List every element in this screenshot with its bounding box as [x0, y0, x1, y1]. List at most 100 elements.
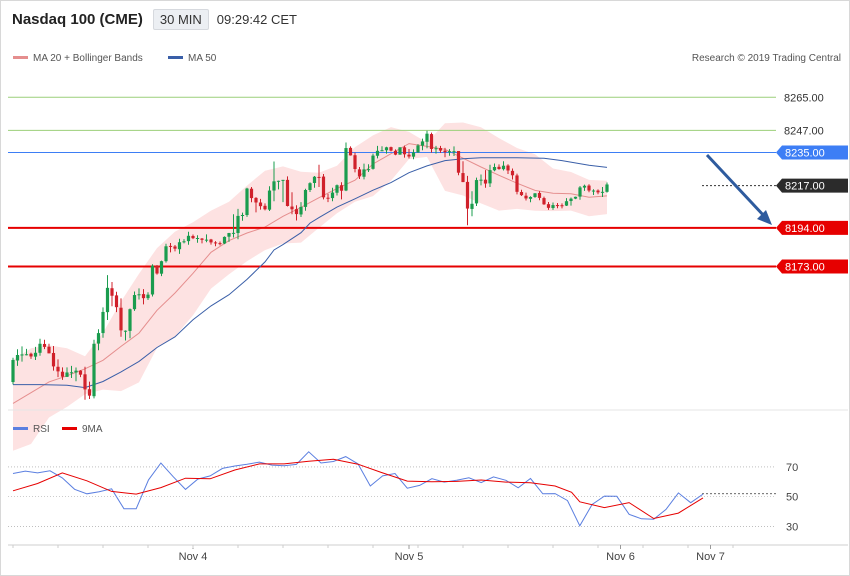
candle-body: [200, 238, 204, 240]
candle-body: [308, 183, 312, 190]
candles: [11, 130, 609, 400]
candle-body: [191, 235, 195, 239]
candle-body: [222, 236, 227, 244]
candle-body: [213, 242, 218, 244]
candle-body: [290, 206, 294, 210]
candle-body: [69, 372, 74, 374]
candle-body: [600, 191, 605, 193]
candle-body: [182, 241, 186, 243]
rsi-grid: 70 50 30: [8, 462, 798, 534]
timeframe-badge[interactable]: 30 MIN: [152, 8, 209, 30]
candle-body: [285, 179, 290, 206]
candle-body: [245, 188, 249, 216]
x-axis-ticks: Nov 4 Nov 5 Nov 6 Nov 7: [12, 545, 734, 563]
candle-body: [42, 343, 47, 347]
rsi-series-9ma: [12, 458, 704, 520]
candle-body: [38, 343, 42, 353]
chart-header: Nasdaq 100 (CME) 30 MIN 09:29:42 CET: [12, 8, 297, 30]
candle-body: [524, 195, 528, 199]
candle-body: [83, 374, 87, 390]
legend-rsi-label: RSI: [33, 424, 50, 435]
moving-averages: [13, 157, 608, 389]
candle-body: [425, 133, 429, 142]
legend-9ma-swatch: [62, 427, 77, 430]
candle-body: [267, 190, 272, 210]
candle-body: [150, 265, 155, 295]
level-label-8194.00: 8194.00: [785, 223, 825, 235]
rsi-tick-30: 30: [786, 522, 798, 534]
candle-body: [497, 166, 501, 170]
candle-body: [177, 242, 182, 250]
x-tick-label: Nov 7: [696, 551, 725, 563]
level-label-8235.00: 8235.00: [785, 147, 825, 159]
candle-body: [326, 197, 330, 199]
candle-body: [114, 295, 119, 308]
candle-body: [555, 205, 560, 207]
candle-body: [33, 352, 38, 357]
candle-body: [240, 215, 245, 217]
candle-body: [479, 179, 483, 181]
candle-body: [344, 148, 348, 191]
x-tick-label: Nov 5: [395, 551, 424, 563]
candle-body: [209, 239, 213, 243]
candle-body: [78, 370, 83, 375]
candle-body: [546, 204, 551, 208]
level-label-8217.00: 8217.00: [785, 181, 825, 193]
candle-body: [506, 165, 510, 171]
candle-body: [272, 181, 276, 191]
candle-body: [474, 180, 479, 204]
candle-body: [231, 232, 236, 234]
candle-body: [366, 169, 371, 171]
candle-body: [429, 134, 434, 149]
candle-body: [24, 354, 29, 356]
candle-body: [560, 205, 564, 207]
x-tick-label: Nov 4: [179, 551, 208, 563]
candle-body: [294, 209, 299, 215]
candle-body: [105, 287, 110, 313]
clock-time: 09:29:42 CET: [216, 11, 297, 27]
candle-body: [573, 196, 578, 199]
candle-body: [582, 185, 587, 188]
candle-body: [470, 203, 474, 209]
candle-body: [168, 245, 173, 247]
rsi-lines: [12, 451, 704, 527]
rsi-tick-70: 70: [786, 462, 798, 474]
candle-body: [438, 148, 443, 151]
candle-body: [362, 169, 366, 177]
candle-body: [128, 309, 132, 331]
candle-body: [123, 330, 128, 332]
candle-body: [335, 185, 339, 193]
level-labels: 8265.00 8247.00 8235.00 8217.00 8194.00 8173.…: [776, 92, 848, 274]
legend-bb-swatch: [13, 56, 28, 59]
candle-body: [47, 346, 51, 354]
candle-body: [492, 166, 497, 171]
candle-body: [236, 215, 240, 234]
level-badge-8217.00: [776, 178, 848, 193]
bollinger-band-fill: [13, 122, 607, 451]
candle-body: [146, 294, 150, 299]
candle-body: [519, 192, 524, 196]
rsi-tick-50: 50: [786, 492, 798, 504]
forecast-arrow: [705, 153, 767, 219]
candle-body: [159, 261, 164, 274]
candle-body: [411, 152, 416, 157]
candle-body: [249, 188, 254, 199]
legend-rsi-swatch: [13, 427, 28, 430]
candle-body: [195, 238, 200, 239]
bollinger-middle-line: [12, 143, 608, 404]
candle-body: [276, 180, 281, 182]
candle-body: [330, 192, 335, 199]
candle-body: [578, 187, 582, 197]
candle-body: [101, 311, 105, 334]
credit-text: Research © 2019 Trading Central: [692, 53, 841, 64]
legend-ma50-swatch: [168, 56, 183, 59]
candle-body: [263, 205, 267, 210]
candle-body: [303, 189, 308, 207]
candle-body: [488, 170, 492, 184]
level-label-8265.00: 8265.00: [784, 92, 824, 104]
x-tick-label: Nov 6: [606, 551, 635, 563]
candle-body: [384, 147, 389, 151]
level-badge-8173.00: [776, 259, 848, 274]
candle-body: [569, 198, 573, 202]
